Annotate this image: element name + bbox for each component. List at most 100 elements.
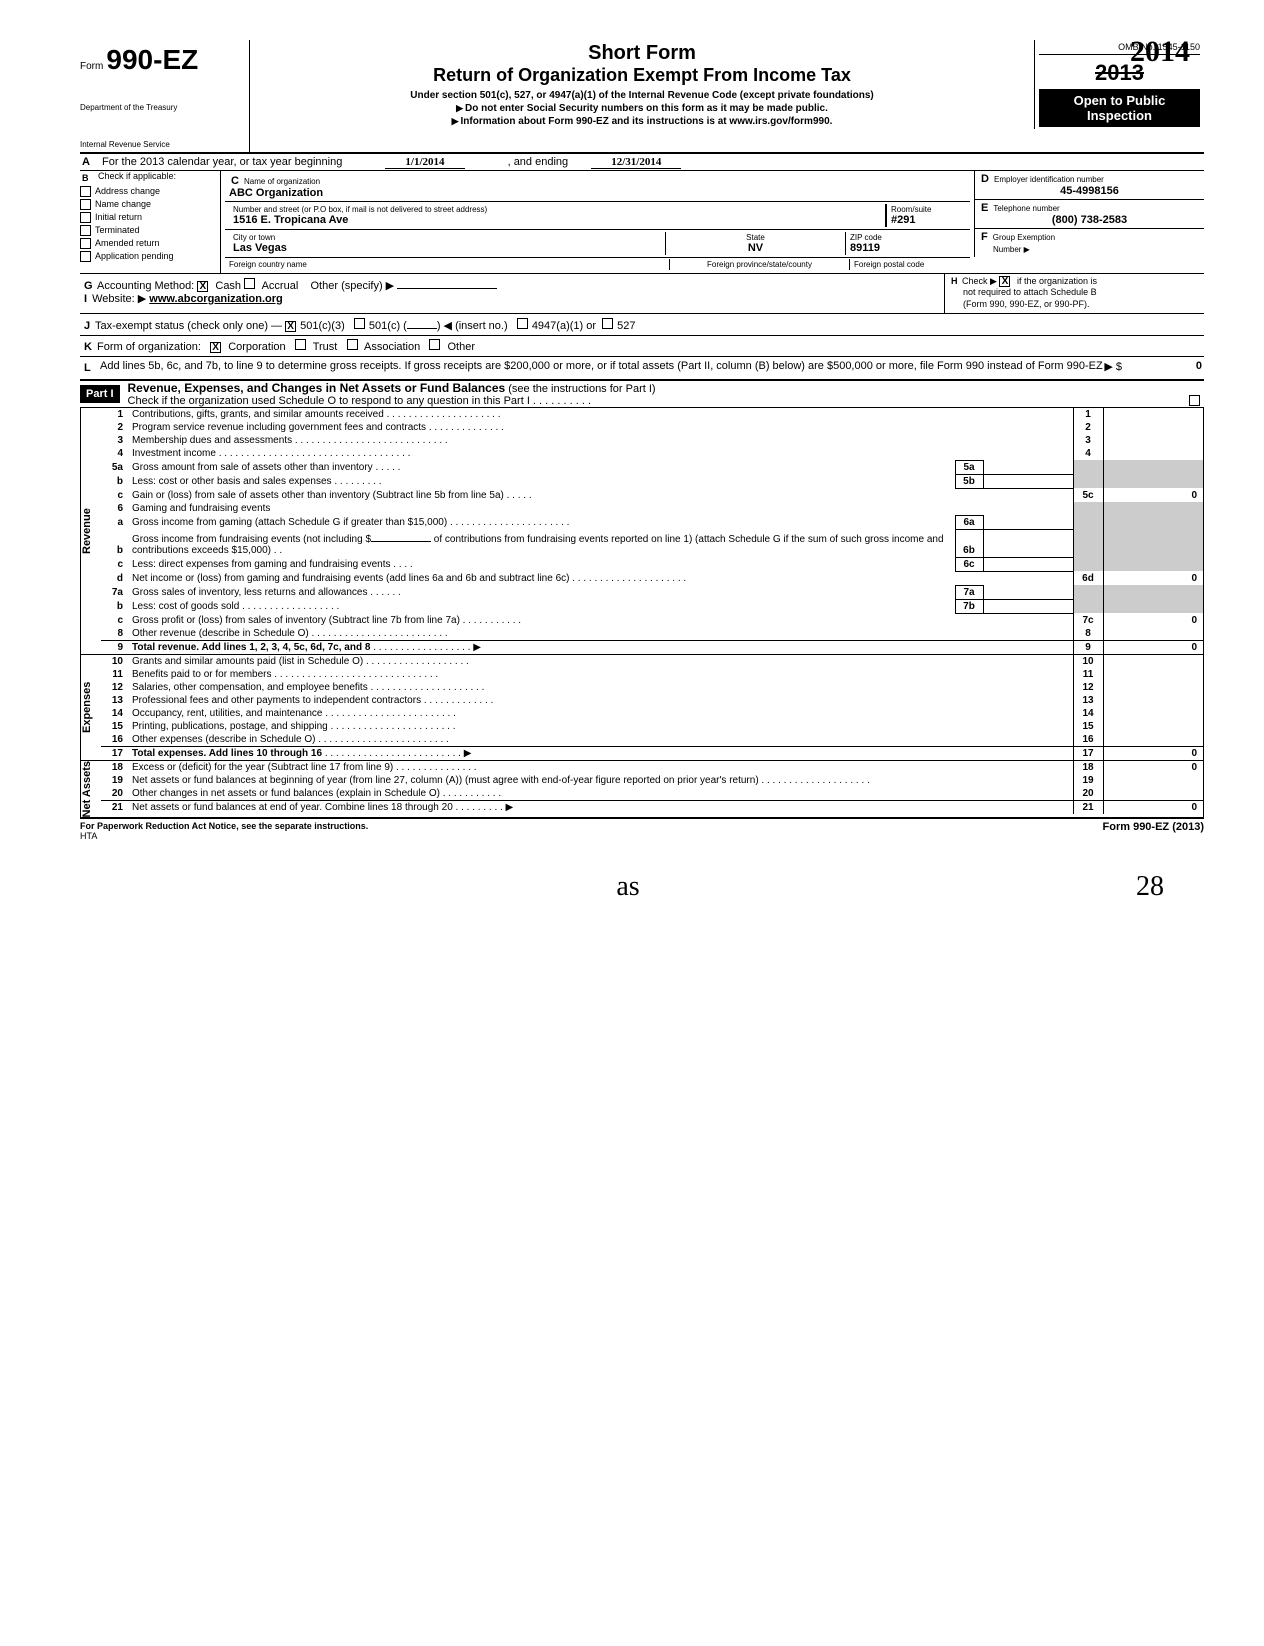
room[interactable]: #291 <box>891 214 962 226</box>
amt-7c[interactable]: 0 <box>1103 613 1203 627</box>
ssn-warning: Do not enter Social Security numbers on … <box>258 103 1026 114</box>
line-16: 16Other expenses (describe in Schedule O… <box>101 733 1203 747</box>
netassets-label: Net Assets <box>81 761 101 817</box>
street[interactable]: 1516 E. Tropicana Ave <box>233 214 881 226</box>
line-3: 3Membership dues and assessments . . . .… <box>101 434 1203 447</box>
title-box: Short Form Return of Organization Exempt… <box>250 40 1034 129</box>
line-21: 21Net assets or fund balances at end of … <box>101 800 1203 814</box>
zip[interactable]: 89119 <box>850 242 962 254</box>
line-a-text: For the 2013 calendar year, or tax year … <box>102 156 342 168</box>
page-footer: For Paperwork Reduction Act Notice, see … <box>80 821 1204 841</box>
dept-treasury: Department of the Treasury <box>80 104 243 113</box>
line-15: 15Printing, publications, postage, and s… <box>101 720 1203 733</box>
chk-4947[interactable] <box>517 318 528 329</box>
line-18: 18Excess or (deficit) for the year (Subt… <box>101 761 1203 774</box>
tax-year: 2014 2013 <box>1039 55 1200 87</box>
chk-501c[interactable] <box>354 318 365 329</box>
info-url: Information about Form 990-EZ and its in… <box>258 116 1026 127</box>
chk-schedule-o[interactable] <box>1189 395 1200 406</box>
chk-527[interactable] <box>602 318 613 329</box>
line-g-h: G Accounting Method: Cash Accrual Other … <box>80 274 1204 314</box>
line-b-checkboxes: BCheck if applicable: Address change Nam… <box>80 171 220 273</box>
website[interactable]: www.abcorganization.org <box>149 293 282 305</box>
line-9: 9Total revenue. Add lines 1, 2, 3, 4, 5c… <box>101 640 1203 654</box>
main-title: Return of Organization Exempt From Incom… <box>258 65 1026 86</box>
line-5c: cGain or (loss) from sale of assets othe… <box>101 488 1203 502</box>
form-number: 990-EZ <box>106 44 198 75</box>
form-label: Form <box>80 61 103 72</box>
ein[interactable]: 45-4998156 <box>979 185 1200 197</box>
revenue-table: 1Contributions, gifts, grants, and simil… <box>101 408 1203 654</box>
gross-receipts[interactable]: 0 <box>1122 360 1202 376</box>
entity-block: BCheck if applicable: Address change Nam… <box>80 171 1204 274</box>
right-info-col: D Employer identification number 45-4998… <box>974 171 1204 273</box>
line-c-block: C Name of organization ABC Organization … <box>220 171 974 273</box>
state[interactable]: NV <box>670 242 841 254</box>
short-form-title: Short Form <box>258 42 1026 65</box>
chk-address-change[interactable]: Address change <box>80 185 220 198</box>
subtitle: Under section 501(c), 527, or 4947(a)(1)… <box>258 90 1026 101</box>
line-8: 8Other revenue (describe in Schedule O) … <box>101 627 1203 641</box>
expenses-label: Expenses <box>81 655 101 760</box>
line-19: 19Net assets or fund balances at beginni… <box>101 774 1203 787</box>
city[interactable]: Las Vegas <box>233 242 661 254</box>
amt-5c[interactable]: 0 <box>1103 488 1203 502</box>
chk-amended[interactable]: Amended return <box>80 237 220 250</box>
line-12: 12Salaries, other compensation, and empl… <box>101 681 1203 694</box>
line-6d: dNet income or (loss) from gaming and fu… <box>101 571 1203 585</box>
chk-cash[interactable] <box>197 281 208 292</box>
amt-9[interactable]: 0 <box>1103 640 1203 654</box>
year-box: OMB No. 1545-1150 2014 2013 Open to Publ… <box>1034 40 1204 129</box>
chk-other-org[interactable] <box>429 339 440 350</box>
line-7b: bLess: cost of goods sold . . . . . . . … <box>101 599 1203 613</box>
year-handwritten: 2014 <box>1130 35 1190 69</box>
line-17: 17Total expenses. Add lines 10 through 1… <box>101 746 1203 760</box>
line-4: 4Investment income . . . . . . . . . . .… <box>101 447 1203 461</box>
begin-date[interactable]: 1/1/2014 <box>385 156 464 169</box>
line-5a: 5aGross amount from sale of assets other… <box>101 460 1203 474</box>
line-6b: bGross income from fundraising events (n… <box>101 529 1203 557</box>
bottom-handwriting: as 28 <box>80 871 1204 903</box>
line-13: 13Professional fees and other payments t… <box>101 694 1203 707</box>
part1-header: Part I Revenue, Expenses, and Changes in… <box>80 380 1204 408</box>
amt-6d[interactable]: 0 <box>1103 571 1203 585</box>
hand-as: as <box>616 871 639 903</box>
line-20: 20Other changes in net assets or fund ba… <box>101 787 1203 801</box>
chk-accrual[interactable] <box>244 278 255 289</box>
org-name[interactable]: ABC Organization <box>229 187 323 199</box>
dept-irs: Internal Revenue Service <box>80 141 243 150</box>
line-6: 6Gaming and fundraising events <box>101 502 1203 516</box>
chk-app-pending[interactable]: Application pending <box>80 250 220 263</box>
line-7c: cGross profit or (loss) from sales of in… <box>101 613 1203 627</box>
amt-17[interactable]: 0 <box>1103 746 1203 760</box>
chk-trust[interactable] <box>295 339 306 350</box>
chk-corp[interactable] <box>210 342 221 353</box>
chk-initial-return[interactable]: Initial return <box>80 211 220 224</box>
revenue-section: Revenue 1Contributions, gifts, grants, a… <box>80 408 1204 654</box>
line-14: 14Occupancy, rent, utilities, and mainte… <box>101 707 1203 720</box>
expenses-section: Expenses 10Grants and similar amounts pa… <box>80 654 1204 760</box>
open-public: Open to Public Inspection <box>1039 89 1200 127</box>
form-id-box: Form 990-EZ Department of the Treasury I… <box>80 40 250 152</box>
chk-terminated[interactable]: Terminated <box>80 224 220 237</box>
line-1: 1Contributions, gifts, grants, and simil… <box>101 408 1203 421</box>
line-10: 10Grants and similar amounts paid (list … <box>101 655 1203 668</box>
chk-schedule-b[interactable] <box>999 276 1010 287</box>
amt-21[interactable]: 0 <box>1103 800 1203 814</box>
chk-name-change[interactable]: Name change <box>80 198 220 211</box>
line-k: K Form of organization: Corporation Trus… <box>80 336 1204 357</box>
phone[interactable]: (800) 738-2583 <box>979 214 1200 226</box>
expenses-table: 10Grants and similar amounts paid (list … <box>101 655 1203 760</box>
line-a: A For the 2013 calendar year, or tax yea… <box>80 154 1204 171</box>
netassets-section: Net Assets 18Excess or (deficit) for the… <box>80 760 1204 819</box>
line-2: 2Program service revenue including gover… <box>101 421 1203 434</box>
chk-assoc[interactable] <box>347 339 358 350</box>
hand-28: 28 <box>1136 871 1164 903</box>
line-7a: 7aGross sales of inventory, less returns… <box>101 585 1203 599</box>
revenue-label: Revenue <box>81 408 101 654</box>
amt-18[interactable]: 0 <box>1103 761 1203 774</box>
chk-501c3[interactable] <box>285 321 296 332</box>
line-5b: bLess: cost or other basis and sales exp… <box>101 474 1203 488</box>
line-6c: cLess: direct expenses from gaming and f… <box>101 557 1203 571</box>
end-date[interactable]: 12/31/2014 <box>591 156 681 169</box>
